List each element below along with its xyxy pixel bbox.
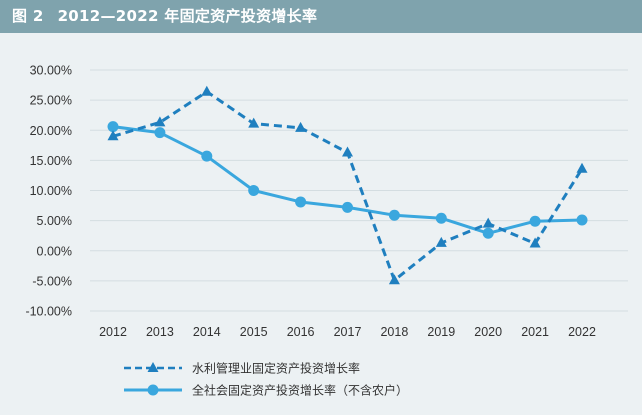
data-point-total-investment [529, 215, 541, 227]
data-point-total-investment [576, 214, 588, 226]
data-point-total-investment [388, 209, 400, 221]
x-tick-label: 2021 [521, 325, 549, 339]
y-tick-label: 15.00% [30, 154, 72, 168]
figure-label: 图 2 [12, 7, 44, 25]
y-tick-label: 0.00% [37, 244, 72, 258]
x-tick-label: 2019 [427, 325, 455, 339]
x-tick-label: 2014 [193, 325, 221, 339]
x-tick-label: 2013 [146, 325, 174, 339]
data-point-water-management [107, 130, 119, 141]
data-point-total-investment [482, 227, 494, 239]
data-point-total-investment [107, 121, 119, 133]
y-tick-label: 20.00% [30, 124, 72, 138]
data-point-total-investment [201, 150, 213, 162]
data-point-water-management [342, 146, 353, 157]
data-point-total-investment [342, 201, 353, 213]
x-tick-label: 2012 [99, 325, 127, 339]
legend-marker-triangle [147, 362, 159, 372]
data-point-water-management [529, 237, 541, 248]
figure-header: 图 2 2012—2022 年固定资产投资增长率 [0, 0, 642, 33]
data-point-water-management [576, 162, 588, 173]
data-point-total-investment [295, 196, 307, 208]
data-point-total-investment [154, 127, 166, 139]
legend-label-total-investment: 全社会固定资产投资增长率（不含农户） [192, 383, 408, 398]
data-point-water-management [248, 117, 260, 128]
legend-label-water-management: 水利管理业固定资产投资增长率 [192, 361, 360, 376]
x-tick-label: 2020 [474, 325, 502, 339]
y-tick-label: 10.00% [30, 184, 72, 198]
data-point-total-investment [435, 212, 447, 224]
x-tick-label: 2017 [334, 325, 362, 339]
y-tick-label: -10.00% [25, 305, 72, 319]
data-point-water-management [482, 217, 494, 228]
line-chart: 30.00% 25.00% 20.00% 15.00% 10.00% 5.00% 0.00%… [25, 64, 628, 398]
chart-title: 2012—2022 年固定资产投资增长率 [57, 7, 318, 25]
data-point-water-management [201, 85, 213, 96]
series-line-water-management [112, 90, 584, 282]
data-point-water-management [388, 274, 400, 285]
data-point-total-investment [248, 185, 260, 196]
y-tick-label: -5.00% [32, 274, 72, 288]
y-tick-label: 30.00% [30, 64, 72, 78]
series-line-total-investment [112, 125, 583, 235]
data-point-water-management [154, 116, 166, 127]
y-tick-label: 5.00% [37, 214, 72, 228]
x-tick-label: 2015 [240, 325, 268, 339]
data-point-water-management [435, 236, 447, 247]
data-point-water-management [295, 121, 307, 132]
x-tick-label: 2018 [380, 325, 408, 339]
x-tick-label: 2016 [287, 325, 315, 339]
x-tick-label: 2022 [568, 325, 596, 339]
y-tick-label: 25.00% [30, 94, 72, 108]
legend-marker-circle [147, 384, 159, 396]
